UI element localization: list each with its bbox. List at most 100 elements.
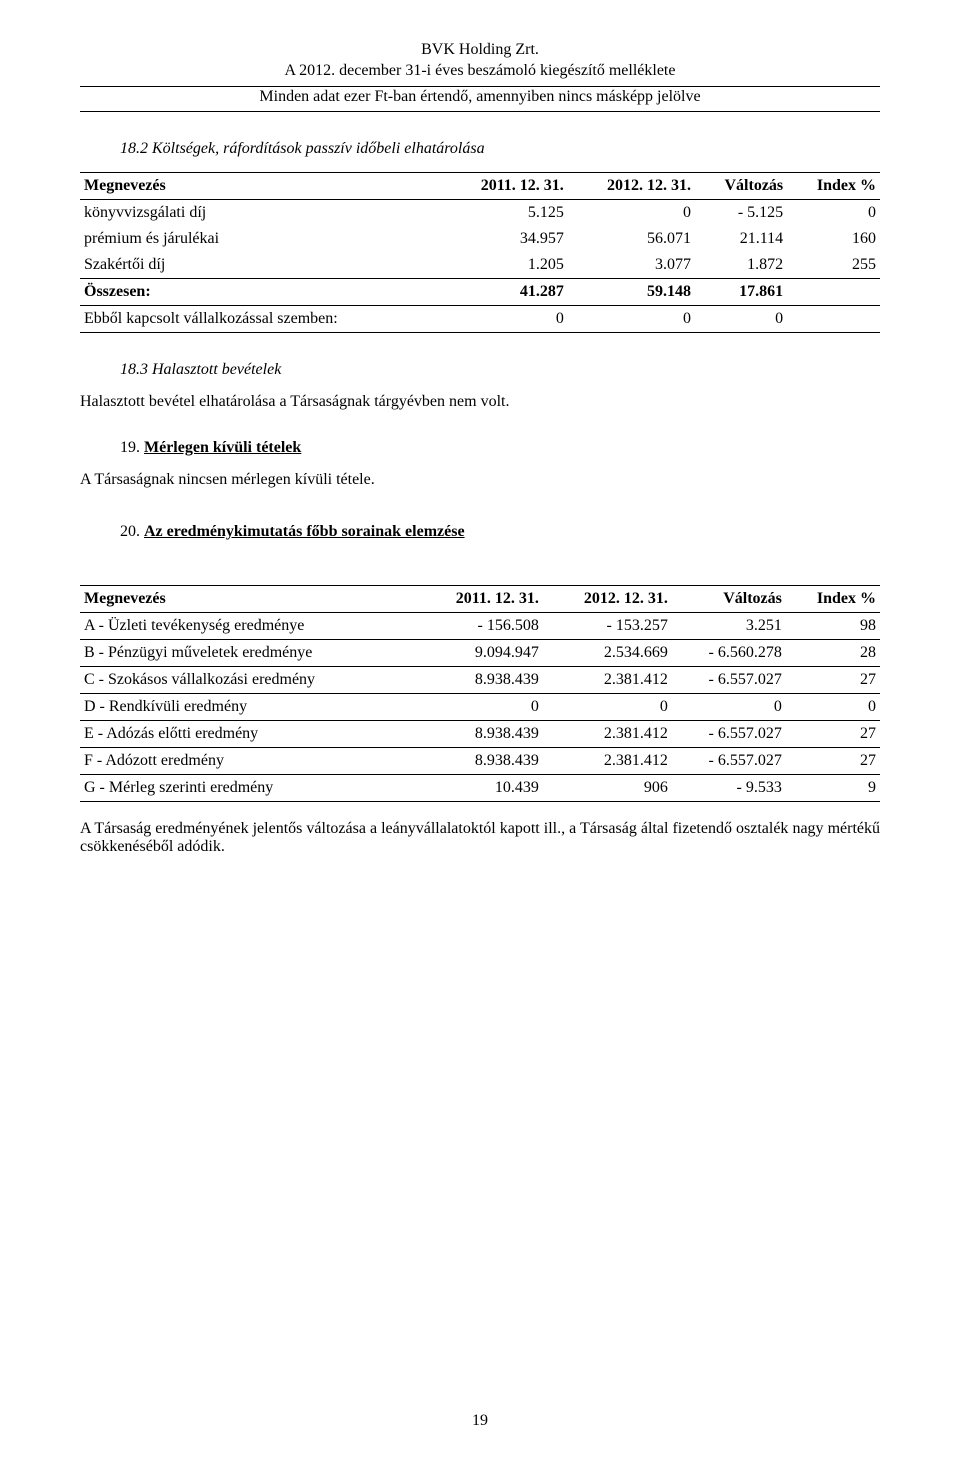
table-footer-row: Ebből kapcsolt vállalkozással szemben: 0… — [80, 306, 880, 333]
cell-value: 0 — [442, 306, 568, 333]
cell-value: 0 — [415, 694, 543, 721]
cell-value: 1.205 — [442, 252, 568, 279]
col-valtozas: Változás — [695, 173, 787, 200]
section-19-title: Mérlegen kívüli tételek — [144, 439, 301, 456]
cell-value: 8.938.439 — [415, 748, 543, 775]
cell-value: 0 — [568, 306, 695, 333]
cell-value: 255 — [787, 252, 880, 279]
cell-label: E - Adózás előtti eredmény — [80, 721, 415, 748]
table-row: D - Rendkívüli eredmény 0 0 0 0 — [80, 694, 880, 721]
table-row: B - Pénzügyi műveletek eredménye 9.094.9… — [80, 640, 880, 667]
cell-value: 9.094.947 — [415, 640, 543, 667]
cell-value: 27 — [786, 721, 880, 748]
cell-value — [787, 306, 880, 333]
cell-value: 41.287 — [442, 279, 568, 306]
table-row: E - Adózás előtti eredmény 8.938.439 2.3… — [80, 721, 880, 748]
page-header: BVK Holding Zrt. A 2012. december 31-i é… — [80, 40, 880, 112]
header-line-3: Minden adat ezer Ft-ban értendő, amennyi… — [80, 87, 880, 108]
header-line-2: A 2012. december 31-i éves beszámoló kie… — [80, 61, 880, 82]
cell-label: C - Szokásos vállalkozási eredmény — [80, 667, 415, 694]
cell-label: Összesen: — [80, 279, 442, 306]
cell-value: 34.957 — [442, 226, 568, 252]
cell-label: A - Üzleti tevékenység eredménye — [80, 613, 415, 640]
table-row: C - Szokásos vállalkozási eredmény 8.938… — [80, 667, 880, 694]
table-20: Megnevezés 2011. 12. 31. 2012. 12. 31. V… — [80, 585, 880, 802]
page-number: 19 — [0, 1412, 960, 1430]
cell-value: 8.938.439 — [415, 721, 543, 748]
cell-value: 56.071 — [568, 226, 695, 252]
section-20-title: Az eredménykimutatás főbb sorainak elemz… — [144, 523, 465, 540]
table-row: könyvvizsgálati díj 5.125 0 - 5.125 0 — [80, 200, 880, 227]
table-row: F - Adózott eredmény 8.938.439 2.381.412… — [80, 748, 880, 775]
cell-value: 59.148 — [568, 279, 695, 306]
cell-value: 98 — [786, 613, 880, 640]
cell-value: - 9.533 — [672, 775, 786, 802]
table-row: A - Üzleti tevékenység eredménye - 156.5… — [80, 613, 880, 640]
section-18-2-heading: 18.2 Költségek, ráfordítások passzív idő… — [120, 140, 880, 158]
table-total-row: Összesen: 41.287 59.148 17.861 — [80, 279, 880, 306]
paragraph-19: A Társaságnak nincsen mérlegen kívüli té… — [80, 471, 880, 489]
paragraph-18-3: Halasztott bevétel elhatárolása a Társas… — [80, 393, 880, 411]
section-20-number: 20. — [120, 523, 140, 540]
col-2012: 2012. 12. 31. — [543, 586, 672, 613]
table-header-row: Megnevezés 2011. 12. 31. 2012. 12. 31. V… — [80, 173, 880, 200]
cell-value: 10.439 — [415, 775, 543, 802]
paragraph-20: A Társaság eredményének jelentős változá… — [80, 820, 880, 856]
table-row: G - Mérleg szerinti eredmény 10.439 906 … — [80, 775, 880, 802]
table-row: prémium és járulékai 34.957 56.071 21.11… — [80, 226, 880, 252]
cell-value: - 5.125 — [695, 200, 787, 227]
cell-value: 9 — [786, 775, 880, 802]
col-2011: 2011. 12. 31. — [415, 586, 543, 613]
cell-value: - 6.557.027 — [672, 667, 786, 694]
cell-label: Ebből kapcsolt vállalkozással szemben: — [80, 306, 442, 333]
cell-value: 3.077 — [568, 252, 695, 279]
col-megnevezes: Megnevezés — [80, 586, 415, 613]
cell-value: 0 — [672, 694, 786, 721]
cell-value: - 6.557.027 — [672, 748, 786, 775]
document-page: BVK Holding Zrt. A 2012. december 31-i é… — [0, 0, 960, 1460]
col-index: Index % — [786, 586, 880, 613]
cell-value: 0 — [786, 694, 880, 721]
cell-value: 17.861 — [695, 279, 787, 306]
cell-value: 5.125 — [442, 200, 568, 227]
cell-label: F - Adózott eredmény — [80, 748, 415, 775]
cell-value: 8.938.439 — [415, 667, 543, 694]
table-18-2: Megnevezés 2011. 12. 31. 2012. 12. 31. V… — [80, 172, 880, 333]
cell-label: Szakértői díj — [80, 252, 442, 279]
cell-value: 2.381.412 — [543, 748, 672, 775]
cell-value: 0 — [787, 200, 880, 227]
col-megnevezes: Megnevezés — [80, 173, 442, 200]
cell-label: B - Pénzügyi műveletek eredménye — [80, 640, 415, 667]
cell-value: 27 — [786, 748, 880, 775]
cell-value: 0 — [568, 200, 695, 227]
col-valtozas: Változás — [672, 586, 786, 613]
cell-value: - 153.257 — [543, 613, 672, 640]
cell-value: 906 — [543, 775, 672, 802]
cell-value: 0 — [695, 306, 787, 333]
cell-value: 2.534.669 — [543, 640, 672, 667]
cell-value: - 156.508 — [415, 613, 543, 640]
col-index: Index % — [787, 173, 880, 200]
cell-label: prémium és járulékai — [80, 226, 442, 252]
cell-value: 3.251 — [672, 613, 786, 640]
cell-value: 2.381.412 — [543, 721, 672, 748]
section-20-heading: 20. Az eredménykimutatás főbb sorainak e… — [120, 523, 880, 541]
col-2011: 2011. 12. 31. — [442, 173, 568, 200]
cell-value: 1.872 — [695, 252, 787, 279]
header-rule-bottom — [80, 111, 880, 112]
section-19-heading: 19. Mérlegen kívüli tételek — [120, 439, 880, 457]
cell-value: 0 — [543, 694, 672, 721]
cell-value: - 6.560.278 — [672, 640, 786, 667]
cell-value — [787, 279, 880, 306]
table-header-row: Megnevezés 2011. 12. 31. 2012. 12. 31. V… — [80, 586, 880, 613]
cell-value: 27 — [786, 667, 880, 694]
section-18-3-heading: 18.3 Halasztott bevételek — [120, 361, 880, 379]
cell-value: 2.381.412 — [543, 667, 672, 694]
table-row: Szakértői díj 1.205 3.077 1.872 255 — [80, 252, 880, 279]
section-19-number: 19. — [120, 439, 140, 456]
cell-label: G - Mérleg szerinti eredmény — [80, 775, 415, 802]
cell-value: 21.114 — [695, 226, 787, 252]
spacer — [80, 555, 880, 585]
cell-value: 28 — [786, 640, 880, 667]
cell-value: 160 — [787, 226, 880, 252]
